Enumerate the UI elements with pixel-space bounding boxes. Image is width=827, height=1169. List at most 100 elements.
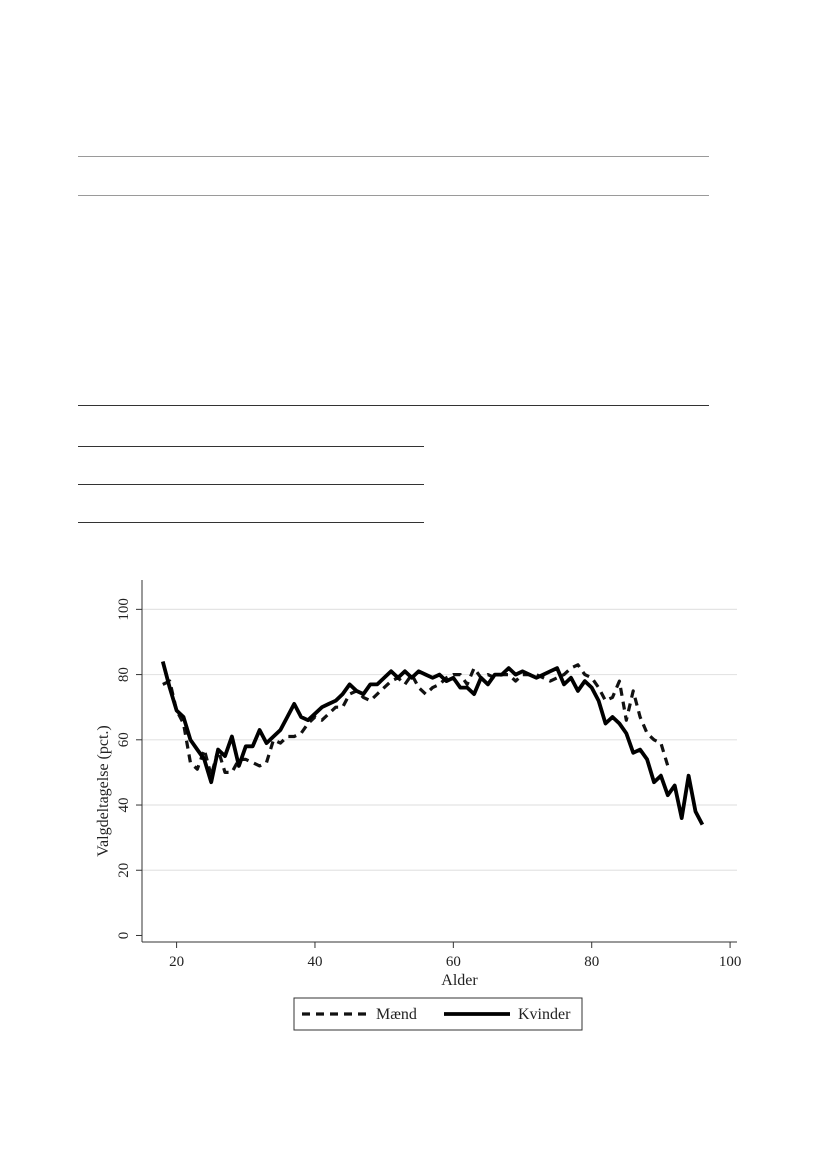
- data-point-kvinder-79: [583, 680, 586, 683]
- x-tick-label-20: 20: [169, 954, 184, 970]
- data-point-maend-84: [618, 680, 621, 683]
- y-tick-label-100: 100: [116, 598, 132, 621]
- data-point-kvinder-38: [300, 715, 303, 718]
- data-point-maend-30: [244, 758, 247, 761]
- data-point-maend-57: [431, 686, 434, 689]
- series: [160, 660, 705, 826]
- data-point-kvinder-28: [230, 735, 233, 738]
- data-point-maend-79: [583, 673, 586, 676]
- data-point-maend-69: [514, 680, 517, 683]
- data-point-maend-55: [417, 686, 420, 689]
- data-point-kvinder-73: [542, 673, 545, 676]
- data-point-maend-77: [569, 667, 572, 670]
- x-tick-label-40: 40: [307, 954, 322, 970]
- data-point-kvinder-27: [224, 755, 227, 758]
- data-point-kvinder-89: [652, 781, 655, 784]
- data-point-kvinder-48: [369, 683, 372, 686]
- data-point-maend-65: [486, 673, 489, 676]
- data-point-kvinder-52: [396, 676, 399, 679]
- data-point-maend-39: [307, 722, 310, 725]
- x-tick-label-100: 100: [719, 954, 742, 970]
- y-axis-label: Valgdeltagelse (pct.): [95, 725, 112, 857]
- data-point-kvinder-47: [362, 693, 365, 696]
- data-point-kvinder-62: [466, 686, 469, 689]
- data-point-maend-82: [604, 699, 607, 702]
- data-point-maend-68: [507, 673, 510, 676]
- data-point-kvinder-96: [701, 823, 704, 826]
- data-point-maend-89: [652, 738, 655, 741]
- data-point-maend-88: [646, 732, 649, 735]
- data-point-kvinder-72: [535, 676, 538, 679]
- data-point-maend-18: [161, 683, 164, 686]
- top-rule-1: [78, 156, 709, 157]
- ticks: 0 20 40 60 80 100 20 40 60 80 100: [116, 598, 741, 970]
- data-point-kvinder-71: [528, 673, 531, 676]
- data-point-maend-33: [265, 761, 268, 764]
- legend-label-kvinder: Kvinder: [518, 1006, 571, 1023]
- data-point-kvinder-39: [307, 719, 310, 722]
- data-point-maend-28: [230, 771, 233, 774]
- legend-label-maend: Mænd: [376, 1006, 417, 1023]
- data-point-kvinder-23: [196, 748, 199, 751]
- data-point-maend-62: [466, 683, 469, 686]
- data-point-maend-43: [334, 706, 337, 709]
- legend: Mænd Kvinder: [293, 997, 583, 1031]
- data-point-kvinder-40: [313, 712, 316, 715]
- data-point-kvinder-51: [390, 670, 393, 673]
- data-point-kvinder-46: [355, 689, 358, 692]
- y-tick-label-20: 20: [116, 863, 132, 878]
- data-point-kvinder-20: [175, 709, 178, 712]
- data-point-maend-61: [459, 673, 462, 676]
- data-point-maend-56: [424, 693, 427, 696]
- data-point-kvinder-37: [293, 702, 296, 705]
- data-point-kvinder-85: [625, 732, 628, 735]
- data-point-maend-76: [563, 673, 566, 676]
- data-point-maend-41: [320, 719, 323, 722]
- series-line-maend: [162, 663, 670, 778]
- data-point-kvinder-53: [403, 670, 406, 673]
- data-point-kvinder-18: [161, 660, 164, 663]
- data-point-kvinder-30: [244, 745, 247, 748]
- data-point-kvinder-70: [521, 670, 524, 673]
- data-point-maend-35: [279, 742, 282, 745]
- data-point-kvinder-44: [341, 693, 344, 696]
- data-point-kvinder-82: [604, 722, 607, 725]
- series-line-kvinder: [160, 661, 705, 826]
- table-rule-1: [78, 446, 424, 447]
- data-point-maend-51: [390, 680, 393, 683]
- data-point-kvinder-26: [217, 748, 220, 751]
- data-point-kvinder-54: [410, 676, 413, 679]
- data-point-kvinder-68: [507, 667, 510, 670]
- data-point-kvinder-35: [279, 729, 282, 732]
- data-point-kvinder-66: [493, 673, 496, 676]
- data-point-kvinder-92: [673, 784, 676, 787]
- data-point-maend-47: [362, 696, 365, 699]
- data-point-kvinder-45: [348, 683, 351, 686]
- data-point-maend-48: [369, 699, 372, 702]
- data-point-kvinder-21: [182, 715, 185, 718]
- data-point-kvinder-43: [334, 699, 337, 702]
- data-point-maend-81: [597, 686, 600, 689]
- grid-lines: [142, 608, 737, 871]
- data-point-maend-53: [403, 683, 406, 686]
- data-point-kvinder-31: [251, 745, 254, 748]
- data-point-kvinder-55: [417, 670, 420, 673]
- data-point-kvinder-60: [452, 676, 455, 679]
- data-point-kvinder-59: [445, 680, 448, 683]
- y-tick-label-60: 60: [116, 732, 132, 747]
- data-point-maend-58: [438, 683, 441, 686]
- data-point-maend-50: [383, 686, 386, 689]
- table-rule-3: [78, 522, 424, 523]
- data-point-kvinder-69: [514, 673, 517, 676]
- data-point-kvinder-33: [265, 742, 268, 745]
- data-point-maend-31: [251, 761, 254, 764]
- turnout-by-age-chart: 0 20 40 60 80 100 20 40 60 80 100 Alder Valgdeltag…: [95, 580, 741, 1031]
- data-point-kvinder-78: [576, 689, 579, 692]
- data-point-kvinder-88: [646, 758, 649, 761]
- data-point-kvinder-90: [659, 774, 662, 777]
- data-point-maend-45: [348, 693, 351, 696]
- top-rule-2: [78, 195, 709, 196]
- data-point-kvinder-63: [473, 693, 476, 696]
- data-point-maend-49: [376, 693, 379, 696]
- data-point-kvinder-58: [438, 673, 441, 676]
